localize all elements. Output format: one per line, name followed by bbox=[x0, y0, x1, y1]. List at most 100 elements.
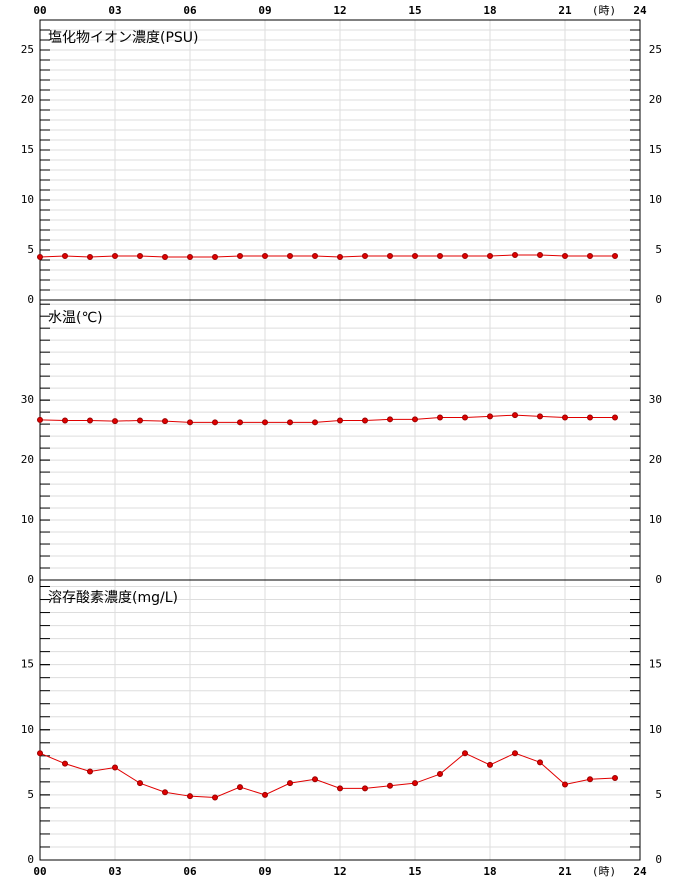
y-tick-label: 0 bbox=[655, 573, 662, 586]
data-point bbox=[287, 253, 293, 259]
y-tick-label: 0 bbox=[655, 293, 662, 306]
y-tick-label: 20 bbox=[21, 93, 34, 106]
y-tick-label: 5 bbox=[655, 243, 662, 256]
data-point bbox=[112, 418, 118, 425]
y-tick-label: 15 bbox=[21, 658, 34, 671]
y-tick-label: 0 bbox=[27, 853, 34, 866]
data-point bbox=[487, 413, 493, 420]
data-point bbox=[537, 413, 543, 420]
y-tick-label: 0 bbox=[27, 573, 34, 586]
y-tick-label: 10 bbox=[21, 513, 34, 526]
x-tick-label: 21 bbox=[558, 4, 572, 17]
panel-title: 塩化物イオン濃度(PSU) bbox=[48, 30, 199, 46]
data-point bbox=[512, 412, 518, 419]
x-tick-label: 06 bbox=[183, 4, 197, 17]
data-point bbox=[162, 789, 168, 796]
data-point bbox=[512, 750, 518, 757]
y-tick-label: 5 bbox=[27, 243, 34, 256]
x-tick-label: 24 bbox=[633, 4, 647, 17]
data-point bbox=[562, 781, 568, 788]
data-point bbox=[112, 764, 118, 771]
x-tick-label: 09 bbox=[258, 4, 271, 17]
data-point bbox=[112, 253, 118, 259]
data-point bbox=[362, 785, 368, 792]
data-line bbox=[39, 752, 616, 798]
y-tick-label: 10 bbox=[21, 723, 34, 736]
data-point bbox=[237, 419, 243, 426]
data-point bbox=[612, 414, 618, 421]
x-tick-label: 00 bbox=[33, 865, 46, 878]
x-tick-label: 06 bbox=[183, 865, 197, 878]
data-point bbox=[262, 253, 268, 259]
data-line bbox=[39, 414, 615, 423]
data-point bbox=[87, 768, 93, 775]
data-point bbox=[212, 254, 218, 260]
x-tick-label: 03 bbox=[108, 4, 121, 17]
x-tick-label: 09 bbox=[258, 865, 271, 878]
data-point bbox=[287, 780, 293, 787]
data-point bbox=[412, 780, 418, 787]
data-point bbox=[537, 759, 543, 766]
data-point bbox=[512, 252, 518, 258]
data-point bbox=[87, 254, 93, 260]
data-point bbox=[437, 414, 443, 421]
data-point bbox=[587, 414, 593, 421]
y-tick-label: 25 bbox=[21, 43, 34, 56]
data-point bbox=[562, 253, 568, 259]
data-point bbox=[562, 414, 568, 421]
y-tick-label: 20 bbox=[649, 453, 662, 466]
data-point bbox=[87, 417, 93, 424]
data-point bbox=[137, 253, 143, 259]
data-point bbox=[162, 254, 168, 260]
data-point bbox=[412, 253, 418, 259]
data-point bbox=[237, 784, 243, 791]
data-point bbox=[262, 791, 268, 798]
data-point bbox=[462, 253, 468, 259]
x-tick-label: 18 bbox=[483, 865, 496, 878]
panel-title: 溶存酸素濃度(mg/L) bbox=[48, 590, 178, 606]
data-point bbox=[387, 782, 393, 789]
data-point bbox=[262, 419, 268, 426]
data-point bbox=[187, 793, 193, 800]
y-tick-label: 30 bbox=[21, 393, 34, 406]
data-point bbox=[387, 416, 393, 423]
y-tick-label: 20 bbox=[21, 453, 34, 466]
x-tick-label: 18 bbox=[483, 4, 496, 17]
x-tick-label: 12 bbox=[333, 865, 346, 878]
data-point bbox=[37, 750, 43, 757]
data-point bbox=[312, 776, 318, 783]
data-point bbox=[62, 417, 68, 424]
data-point bbox=[537, 252, 543, 258]
x-tick-label: 00 bbox=[33, 4, 46, 17]
y-tick-label: 5 bbox=[655, 788, 662, 801]
panel-frame bbox=[39, 579, 641, 861]
data-point bbox=[437, 253, 443, 259]
data-point bbox=[212, 419, 218, 426]
y-tick-label: 15 bbox=[649, 143, 662, 156]
y-tick-label: 15 bbox=[649, 658, 662, 671]
x-tick-label: 15 bbox=[408, 865, 421, 878]
y-tick-label: 20 bbox=[649, 93, 662, 106]
y-tick-label: 0 bbox=[27, 293, 34, 306]
x-unit: (時) bbox=[592, 865, 616, 878]
data-point bbox=[137, 417, 143, 424]
x-tick-label: 21 bbox=[558, 865, 572, 878]
data-point bbox=[162, 418, 168, 425]
data-point bbox=[287, 419, 293, 426]
y-tick-label: 15 bbox=[21, 143, 34, 156]
data-line bbox=[39, 254, 615, 258]
data-point bbox=[587, 776, 593, 783]
data-point bbox=[37, 254, 43, 260]
data-point bbox=[187, 254, 193, 260]
data-point bbox=[362, 417, 368, 424]
data-point bbox=[62, 760, 68, 767]
x-tick-label: 24 bbox=[633, 865, 647, 878]
data-point bbox=[362, 253, 368, 259]
data-point bbox=[487, 253, 493, 259]
data-point bbox=[387, 253, 393, 259]
data-point bbox=[412, 416, 418, 423]
data-point bbox=[437, 771, 443, 778]
x-tick-label: 12 bbox=[333, 4, 346, 17]
